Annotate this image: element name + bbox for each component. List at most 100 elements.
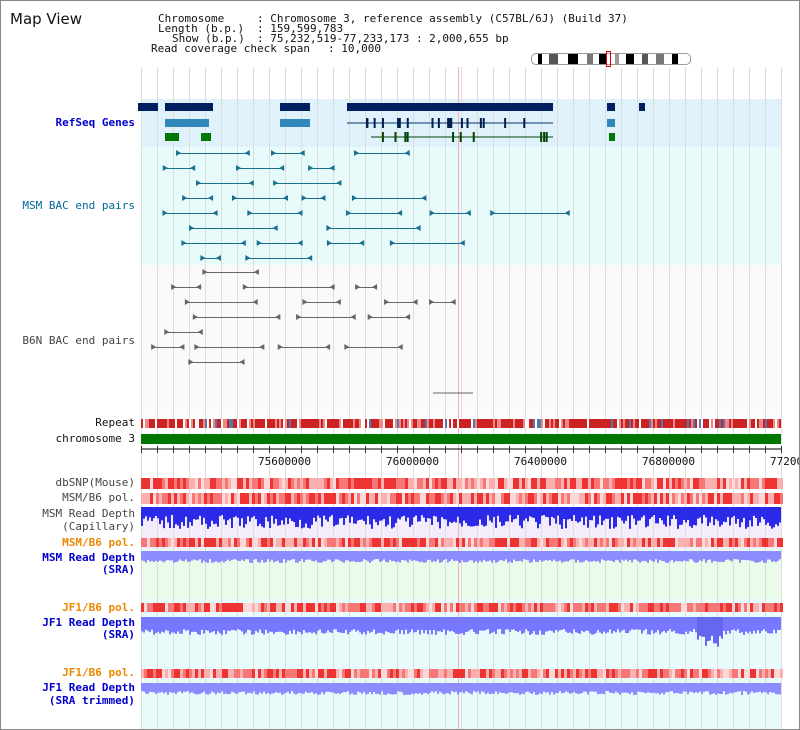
depth-bar xyxy=(435,683,437,692)
pol-segment xyxy=(468,538,471,547)
depth-bar xyxy=(605,617,607,634)
depth-bar xyxy=(627,507,629,516)
pol-segment xyxy=(195,538,198,547)
repeat-segment xyxy=(741,419,743,428)
chromosome-ideogram[interactable] xyxy=(531,53,691,65)
pol-segment xyxy=(156,669,159,678)
refseq-genes-label[interactable]: RefSeq Genes xyxy=(1,117,135,129)
depth-bar xyxy=(291,551,293,560)
depth-bar xyxy=(221,507,223,516)
pol-segment xyxy=(708,603,711,612)
pol-segment xyxy=(417,669,420,678)
pol-segment xyxy=(276,493,279,504)
repeat-segment xyxy=(399,419,401,428)
gene-block xyxy=(280,119,310,127)
pol-segment xyxy=(552,478,555,489)
depth-bar xyxy=(427,551,429,560)
pol-segment xyxy=(147,669,150,678)
depth-bar xyxy=(767,507,769,523)
repeat-segment xyxy=(567,419,569,428)
pol-segment xyxy=(453,538,456,547)
depth-bar xyxy=(343,683,345,692)
depth-bar xyxy=(641,617,643,634)
pol-segment xyxy=(234,478,237,489)
depth-bar xyxy=(547,507,549,518)
repeat-segment xyxy=(665,419,667,428)
msm-bac-label[interactable]: MSM BAC end pairs xyxy=(1,200,135,212)
depth-bar xyxy=(287,617,289,635)
depth-bar xyxy=(265,507,267,518)
depth-bar xyxy=(377,683,379,694)
depth-bar xyxy=(337,617,339,633)
pol-segment xyxy=(186,478,189,489)
pol-segment xyxy=(213,538,216,547)
pol-segment xyxy=(657,538,660,547)
depth-bar xyxy=(749,551,751,561)
depth-bar xyxy=(225,617,227,635)
bac-end-marker xyxy=(244,150,250,156)
depth-bar xyxy=(253,683,255,692)
ideogram-view-marker[interactable] xyxy=(606,51,611,67)
pol-segment xyxy=(543,493,546,504)
repeat-segment xyxy=(259,419,261,428)
depth-bar xyxy=(761,617,763,632)
depth-bar xyxy=(633,551,635,560)
depth-bar xyxy=(749,683,751,694)
depth-bar xyxy=(605,507,607,519)
pol-segment xyxy=(741,493,744,504)
depth-bar xyxy=(565,507,567,529)
pol-segment xyxy=(240,538,243,547)
depth-bar xyxy=(351,551,353,562)
depth-bar xyxy=(333,617,335,630)
pol-segment xyxy=(393,538,396,547)
depth-bar xyxy=(541,507,543,516)
pol-segment xyxy=(159,493,162,504)
depth-bar xyxy=(543,617,545,635)
pol-segment xyxy=(279,669,282,678)
pol-segment xyxy=(483,493,486,504)
pol-segment xyxy=(168,493,171,504)
depth-bar xyxy=(177,683,179,693)
repeat-segment xyxy=(697,419,699,428)
depth-bar xyxy=(371,683,373,695)
pol-segment xyxy=(639,478,642,489)
pol-segment xyxy=(216,493,219,504)
depth-bar xyxy=(619,683,621,695)
depth-bar xyxy=(275,551,277,562)
depth-bar xyxy=(215,551,217,562)
depth-bar xyxy=(489,551,491,561)
depth-bar xyxy=(729,683,731,693)
pol-segment xyxy=(420,478,423,489)
exon xyxy=(482,118,485,128)
pol-segment xyxy=(645,478,648,489)
pol-segment xyxy=(252,669,255,678)
pol-segment xyxy=(306,493,309,504)
repeat-segment xyxy=(577,419,579,428)
pol-segment xyxy=(573,538,576,547)
depth-bar xyxy=(475,683,477,693)
pol-segment xyxy=(249,493,252,504)
pol-segment xyxy=(282,603,285,612)
pol-segment xyxy=(735,538,738,547)
pol-segment xyxy=(624,493,627,504)
pol-segment xyxy=(555,478,558,489)
pol-segment xyxy=(774,538,777,547)
depth-bar xyxy=(733,617,735,630)
depth-bar xyxy=(567,617,569,633)
pol-segment xyxy=(348,603,351,612)
pol-segment xyxy=(762,493,765,504)
repeat-segment xyxy=(679,419,681,428)
pol-segment xyxy=(549,669,552,678)
pol-segment xyxy=(438,669,441,678)
pol-segment xyxy=(432,493,435,504)
depth-bar xyxy=(223,683,225,694)
depth-bar xyxy=(351,617,353,631)
depth-bar xyxy=(257,617,259,633)
depth-bar xyxy=(431,683,433,692)
depth-bar xyxy=(715,551,717,562)
repeat-segment xyxy=(201,419,203,428)
pol-segment xyxy=(741,478,744,489)
depth-bar xyxy=(349,683,351,695)
b6n-bac-label[interactable]: B6N BAC end pairs xyxy=(1,335,135,347)
depth-bar xyxy=(207,507,209,529)
